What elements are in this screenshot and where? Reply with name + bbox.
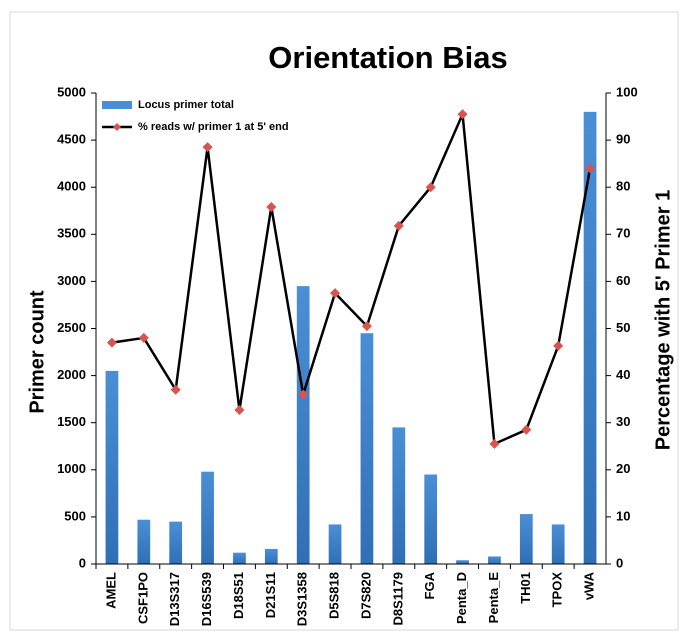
y2-axis-label: Percentage with 5' Primer 1 [652,190,674,450]
marker [361,321,372,332]
legend-marker [113,123,121,131]
x-tick-label: Penta_D [454,572,469,624]
marker [425,182,436,193]
y-tick-label: 2000 [57,367,86,382]
marker [106,337,117,348]
y-tick-label: 1000 [57,461,86,476]
bar [360,333,374,564]
y2-tick-label: 50 [616,320,630,335]
marker [393,220,404,231]
bar [328,524,342,564]
y2-tick-label: 90 [616,132,630,147]
bar [296,286,310,564]
bar [456,560,469,564]
bar [519,514,533,564]
y2-tick-label: 100 [616,84,638,99]
y-tick-label: 5000 [57,84,86,99]
marker [585,163,596,174]
y-tick-label: 4000 [57,179,86,194]
bar [137,519,151,564]
x-tick-label: Penta_E [486,572,501,624]
marker [521,424,532,435]
y-tick-label: 3000 [57,273,86,288]
x-tick-label: D18S51 [231,572,246,619]
y2-tick-label: 70 [616,226,630,241]
x-tick-label: TPOX [550,572,565,608]
legend-swatch [102,101,132,109]
marker [330,288,341,299]
marker [138,332,149,343]
y2-tick-label: 40 [616,367,630,382]
y2-tick-label: 20 [616,461,630,476]
x-tick-label: CSF1PO [135,572,150,624]
x-tick-label: D16S539 [199,572,214,626]
x-tick-label: D21S11 [263,572,278,618]
bar [424,474,438,564]
x-tick-label: D3S1358 [295,572,310,626]
y-tick-label: 3500 [57,226,86,241]
legend-label: % reads w/ primer 1 at 5' end [138,121,289,133]
y2-tick-label: 80 [616,179,630,194]
bar [169,521,183,564]
y-tick-label: 4500 [57,132,86,147]
marker [202,142,213,153]
bar [392,427,406,564]
bar [105,370,119,564]
x-tick-label: D8S1179 [390,572,405,626]
marker [298,389,309,400]
line [111,109,592,446]
marker [170,384,181,395]
y-tick-label: 2500 [57,320,86,335]
x-tick-label: D13S317 [167,572,182,626]
x-tick-label: FGA [422,571,437,599]
bar [233,552,246,564]
y2-tick-label: 30 [616,414,630,429]
x-tick-label: TH01 [518,572,533,604]
x-tick-label: D7S820 [358,572,373,619]
bar [264,548,278,564]
bar [488,556,501,564]
marker [457,109,468,120]
x-tick-label: vWA [582,571,597,600]
x-tick-label: AMEL [103,572,118,609]
chart-frame [9,11,679,631]
y2-tick-label: 60 [616,273,630,288]
marker [266,201,277,212]
y2-tick-label: 0 [616,555,623,570]
marker [489,438,500,449]
x-tick-label: D5S818 [327,572,342,619]
legend-label: Locus primer total [138,99,234,111]
y-axis-label: Primer count [26,290,48,414]
marker [553,340,564,351]
y-tick-label: 500 [64,508,86,523]
bar [583,111,597,564]
marker [234,404,245,415]
y2-tick-label: 10 [616,508,630,523]
y-tick-label: 1500 [57,414,86,429]
y-tick-label: 0 [79,555,86,570]
chart-title: Orientation Bias [268,40,507,75]
bar [551,524,565,564]
bar [201,471,214,564]
